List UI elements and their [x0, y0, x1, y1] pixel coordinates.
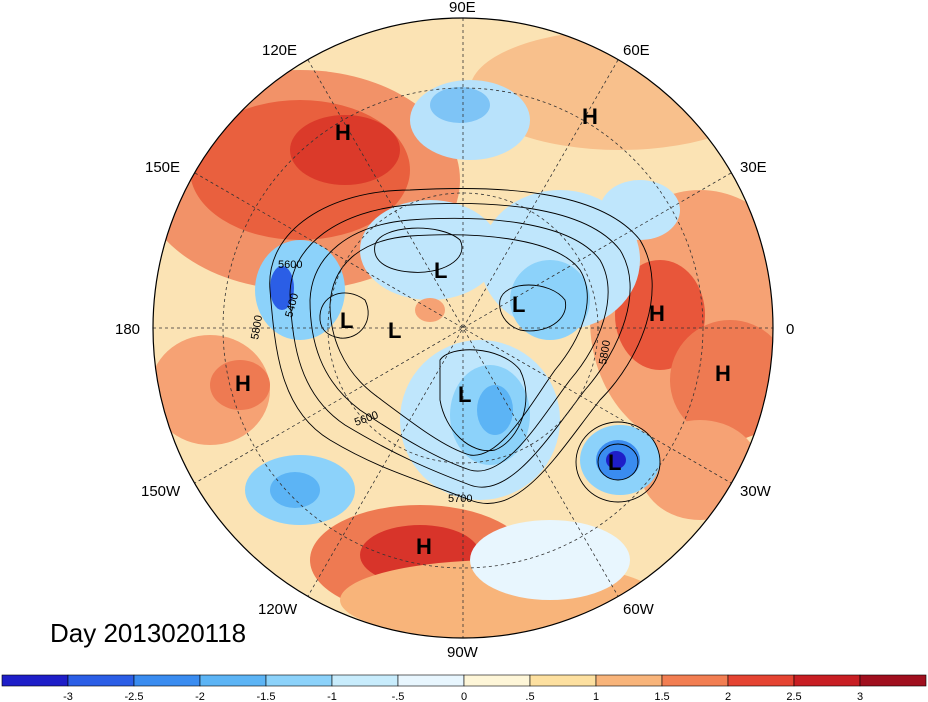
- high-center-central-pacific: H: [235, 371, 251, 396]
- colorbar-swatch: [133, 674, 201, 687]
- map-boundary: [152, 17, 774, 639]
- colorbar-tick-label: 0: [461, 691, 467, 702]
- colorbar-swatch: [331, 674, 399, 687]
- colorbar-tick-label: 2: [725, 691, 731, 702]
- lon-label-90E: 90E: [449, 0, 476, 16]
- colorbar-tick-label: -2.5: [125, 691, 144, 702]
- contour-label: 5800: [249, 314, 265, 340]
- colorbar-tick-label: -1: [327, 691, 337, 702]
- graticule: [153, 18, 773, 638]
- high-center-north-africa: H: [715, 361, 731, 386]
- lon-label-180: 180: [115, 321, 140, 338]
- colorbar-tick-label: -2: [195, 691, 205, 702]
- polar-map: 90E 60E 30E 0 30W 60W 90W 120W 150W 180 …: [115, 0, 794, 661]
- colorbar-tick-label: -3: [63, 691, 73, 702]
- colorbar: -3 -2.5 -2 -1.5 -1 -.5 0 .5 1 1.5 2 2.5 3: [1, 674, 927, 702]
- high-center-mexico: H: [416, 534, 432, 559]
- colorbar-swatch: [199, 674, 267, 687]
- lon-label-60E: 60E: [623, 42, 650, 59]
- colorbar-swatch: [265, 674, 333, 687]
- colorbar-swatch: [67, 674, 135, 687]
- lon-label-90W: 90W: [447, 644, 479, 661]
- colorbar-swatch: [529, 674, 597, 687]
- colorbar-tick-label: 1.5: [654, 691, 669, 702]
- contour-label: 5700: [448, 493, 472, 505]
- longitude-labels: 90E 60E 30E 0 30W 60W 90W 120W 150W 180 …: [115, 0, 794, 661]
- colorbar-tick-label: -1.5: [257, 691, 276, 702]
- pressure-center-labels: H H H H H H L L L L L L: [235, 104, 731, 559]
- low-center-east-siberia: L: [434, 258, 447, 283]
- lon-label-30E: 30E: [740, 159, 767, 176]
- contour-label: 5800: [597, 339, 613, 365]
- high-center-western-russia: H: [582, 104, 598, 129]
- contour-label: 5600: [278, 259, 302, 271]
- colorbar-swatch: [595, 674, 663, 687]
- colorbar-swatch: [1, 674, 69, 687]
- low-center-hudson-bay: L: [458, 382, 471, 407]
- contour-lines: [269, 188, 661, 504]
- low-center-barents-sea: L: [512, 292, 525, 317]
- colorbar-swatch: [859, 674, 927, 687]
- anomaly-field: [153, 18, 773, 638]
- lon-label-0: 0: [786, 321, 794, 338]
- colorbar-tick-label: 1: [593, 691, 599, 702]
- high-center-europe: H: [649, 301, 665, 326]
- colorbar-swatch: [661, 674, 729, 687]
- low-center-bering-sea: L: [340, 308, 353, 333]
- low-center-alaska: L: [388, 318, 401, 343]
- high-center-east-asia: H: [335, 120, 351, 145]
- low-center-north-atlantic: L: [608, 450, 621, 475]
- lon-label-150E: 150E: [145, 159, 180, 176]
- colorbar-tick-label: -.5: [392, 691, 405, 702]
- colorbar-tick-label: 3: [857, 691, 863, 702]
- lon-label-30W: 30W: [740, 483, 772, 500]
- colorbar-swatch: [463, 674, 531, 687]
- lon-label-150W: 150W: [141, 483, 181, 500]
- colorbar-tick-label: .5: [525, 691, 534, 702]
- colorbar-tick-label: 2.5: [786, 691, 801, 702]
- date-title: Day 2013020118: [50, 618, 247, 648]
- colorbar-swatch: [793, 674, 861, 687]
- lon-label-60W: 60W: [623, 601, 655, 618]
- colorbar-swatch: [397, 674, 465, 687]
- lon-label-120W: 120W: [258, 601, 298, 618]
- lon-label-120E: 120E: [262, 42, 297, 59]
- colorbar-swatch: [727, 674, 795, 687]
